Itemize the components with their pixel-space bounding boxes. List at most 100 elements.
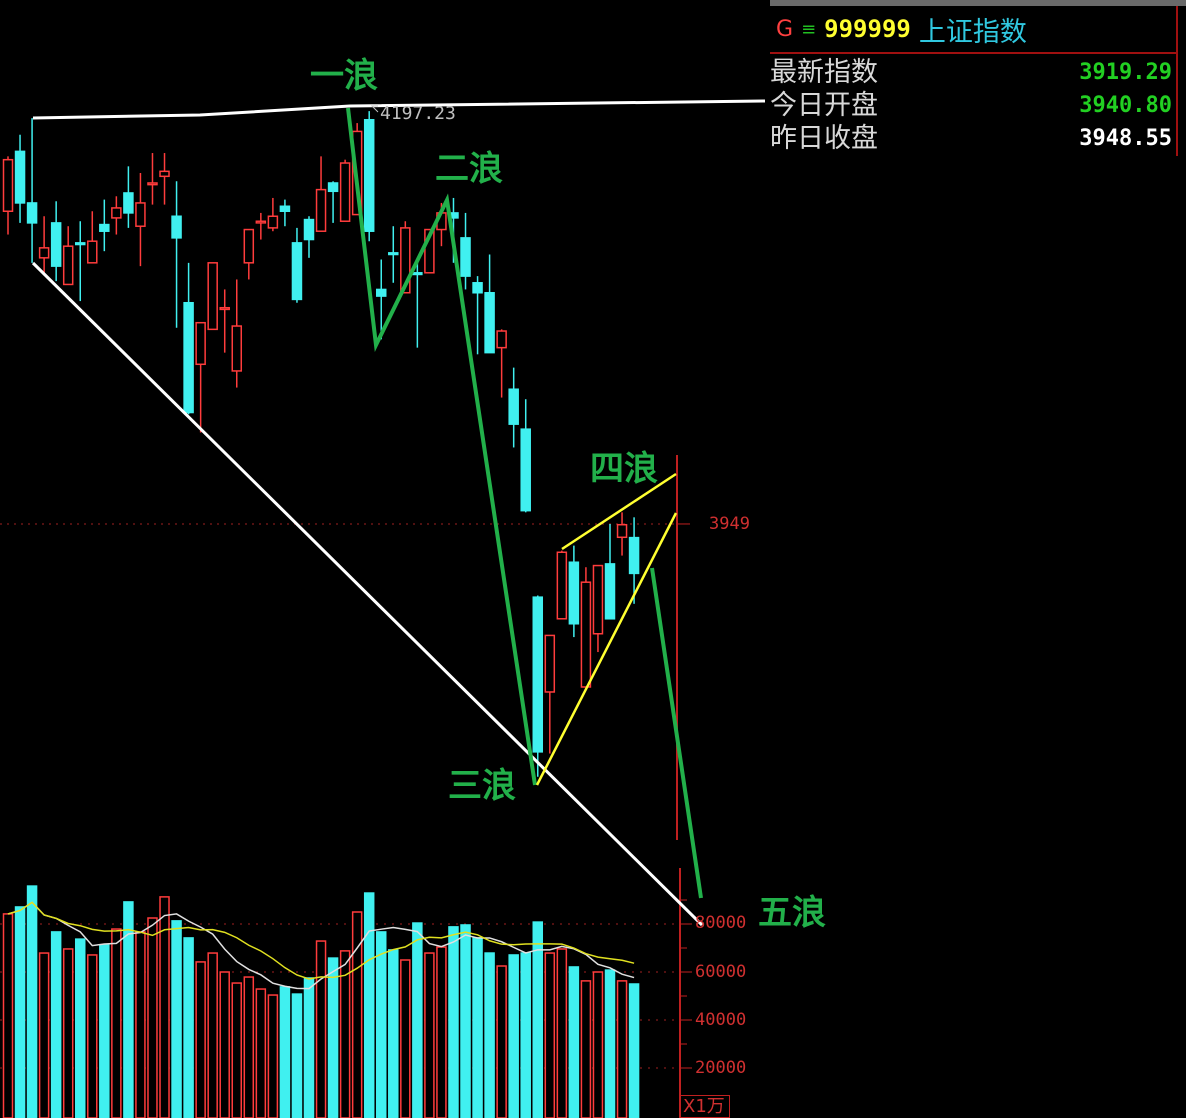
candle[interactable] [111, 196, 122, 235]
candle[interactable] [460, 212, 471, 290]
candle[interactable] [74, 221, 86, 302]
volume-bar[interactable] [147, 917, 158, 1118]
volume-bar[interactable] [375, 931, 387, 1118]
candle[interactable] [231, 279, 243, 388]
volume-bar[interactable] [616, 980, 628, 1118]
volume-bar[interactable] [412, 922, 423, 1118]
volume-bar[interactable] [556, 948, 568, 1118]
volume-bar[interactable] [74, 938, 86, 1118]
candle[interactable] [520, 399, 531, 513]
volume-bar[interactable] [291, 993, 303, 1118]
volume-bar[interactable] [604, 969, 616, 1118]
candle[interactable] [544, 634, 556, 754]
volume-bar[interactable] [111, 928, 122, 1118]
g-label[interactable]: G [776, 16, 794, 42]
candle[interactable] [14, 134, 26, 223]
candle[interactable] [339, 159, 351, 222]
volume-bar[interactable] [448, 926, 459, 1118]
volume-bar[interactable] [363, 892, 375, 1118]
wedge-lower[interactable] [535, 512, 678, 786]
candle[interactable] [303, 216, 315, 258]
candle[interactable] [159, 153, 170, 205]
volume-bar[interactable] [219, 971, 230, 1118]
candle[interactable] [604, 523, 616, 620]
candle[interactable] [207, 262, 218, 331]
wedge-upper[interactable] [561, 472, 677, 551]
candle[interactable] [375, 259, 387, 340]
volume-bar[interactable] [327, 957, 339, 1118]
candle[interactable] [26, 118, 38, 263]
volume-bar[interactable] [388, 949, 399, 1118]
candle[interactable] [412, 262, 423, 348]
volume-bar[interactable] [50, 931, 62, 1118]
volume-bar[interactable] [400, 959, 411, 1118]
candle[interactable] [580, 567, 592, 688]
menu-lines-icon[interactable]: ≡ [801, 18, 817, 40]
candle[interactable] [496, 329, 507, 398]
candle[interactable] [315, 156, 327, 232]
volume-bar[interactable] [351, 911, 363, 1118]
candle[interactable] [532, 595, 544, 777]
upper-trendline[interactable] [32, 99, 766, 120]
volume-bar[interactable] [460, 924, 471, 1118]
candle[interactable] [616, 512, 628, 556]
candle[interactable] [255, 212, 267, 240]
candle[interactable] [50, 201, 62, 282]
volume-bar[interactable] [424, 952, 435, 1118]
volume-bar[interactable] [436, 946, 447, 1118]
candle[interactable] [123, 166, 134, 228]
volume-bar[interactable] [339, 950, 351, 1118]
volume-bar[interactable] [580, 980, 592, 1118]
candle[interactable] [38, 216, 50, 273]
volume-bar[interactable] [568, 966, 580, 1118]
candle[interactable] [327, 181, 339, 223]
candle[interactable] [147, 153, 158, 205]
volume-bar[interactable] [14, 906, 26, 1118]
volume-bar[interactable] [508, 954, 519, 1118]
candle[interactable] [183, 262, 194, 415]
candle[interactable] [508, 367, 519, 448]
volume-bar[interactable] [195, 961, 206, 1118]
volume-bar[interactable] [628, 983, 640, 1118]
volume-bar[interactable] [267, 994, 279, 1118]
candle[interactable] [472, 276, 483, 355]
candle[interactable] [243, 228, 255, 280]
volume-bar[interactable] [183, 937, 194, 1118]
wave-line[interactable] [346, 107, 537, 786]
volume-bar[interactable] [99, 944, 110, 1118]
volume-bar[interactable] [207, 952, 218, 1118]
volume-bar[interactable] [303, 977, 315, 1118]
volume-bar[interactable] [279, 986, 291, 1118]
candle[interactable] [267, 197, 279, 232]
volume-bar[interactable] [62, 948, 74, 1118]
candle[interactable] [87, 211, 98, 264]
candle[interactable] [568, 545, 580, 638]
volume-bar[interactable] [2, 913, 14, 1118]
candle[interactable] [171, 181, 182, 328]
volume-bar[interactable] [532, 921, 544, 1118]
candle[interactable] [195, 321, 206, 433]
volume-bar[interactable] [592, 971, 604, 1118]
volume-bar[interactable] [255, 988, 267, 1118]
volume-bar[interactable] [135, 931, 146, 1118]
candle[interactable] [592, 564, 604, 653]
candle[interactable] [556, 550, 568, 620]
volume-bar[interactable] [243, 976, 255, 1118]
volume-bar[interactable] [472, 937, 483, 1118]
candle[interactable] [388, 226, 399, 283]
candle[interactable] [2, 156, 14, 235]
volume-bar[interactable] [38, 952, 50, 1118]
candle[interactable] [62, 226, 74, 286]
volume-bar[interactable] [171, 920, 182, 1118]
candle[interactable] [135, 172, 146, 267]
candle[interactable] [99, 199, 110, 252]
volume-bar[interactable] [87, 954, 98, 1118]
wave5-line[interactable] [650, 567, 703, 899]
candle[interactable] [363, 111, 375, 242]
volume-bar[interactable] [26, 885, 38, 1118]
candle[interactable] [628, 517, 640, 604]
volume-bar[interactable] [315, 940, 327, 1118]
candle[interactable] [219, 289, 230, 353]
volume-bar[interactable] [231, 982, 243, 1118]
